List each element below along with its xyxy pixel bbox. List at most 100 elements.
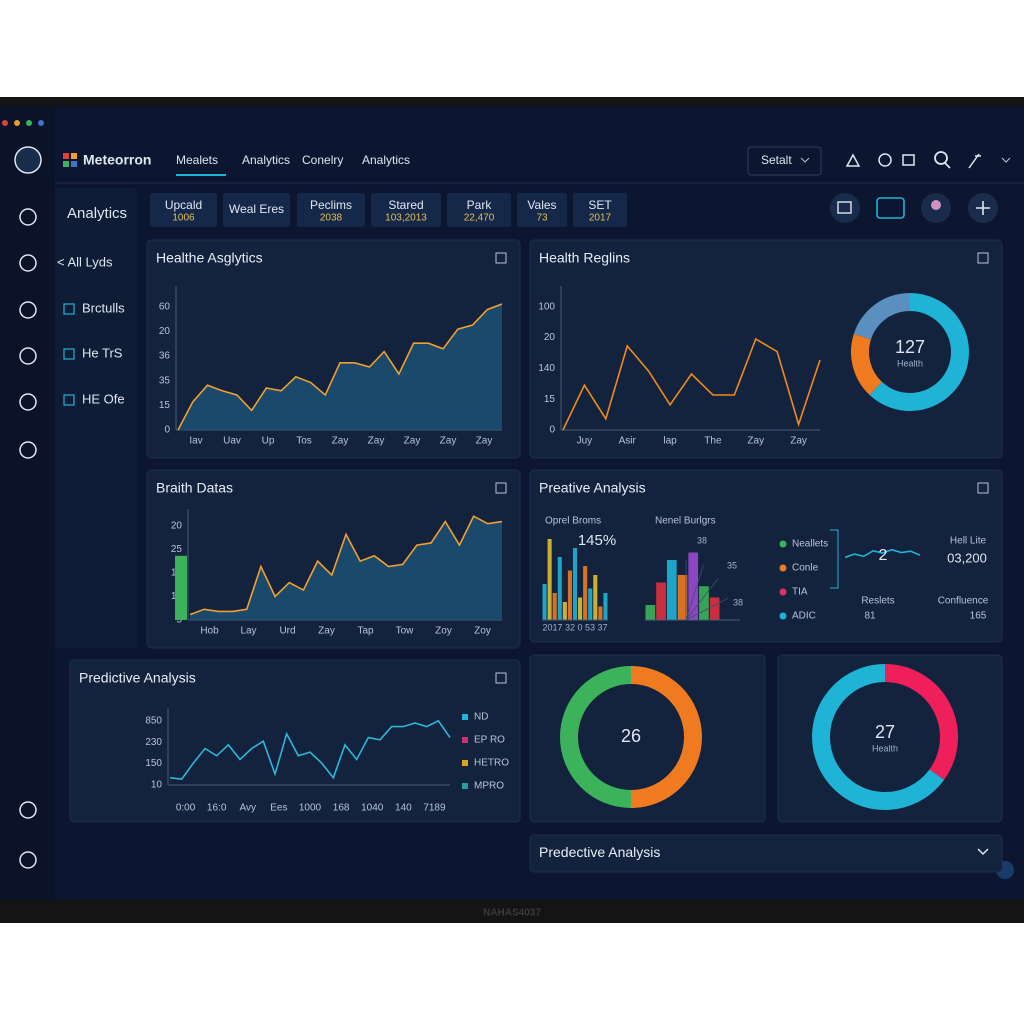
figure-label: Reslets <box>861 596 894 607</box>
x-axis-label: 16:0 <box>207 803 227 814</box>
select-box[interactable] <box>747 146 822 176</box>
x-axis-label: lap <box>663 436 677 447</box>
x-axis-label: The <box>704 436 722 447</box>
rail-icon[interactable] <box>19 441 37 459</box>
nav-tab[interactable]: Analytics <box>242 153 290 167</box>
data-line <box>177 303 503 431</box>
legend-swatch <box>462 760 468 766</box>
y-axis-label: 36 <box>159 351 171 362</box>
x-axis-label: Zoy <box>474 626 491 637</box>
rail-icon[interactable] <box>19 393 37 411</box>
x-axis-label: 1040 <box>361 803 384 814</box>
donut-segment <box>853 293 911 340</box>
x-axis-label: Tow <box>396 626 415 637</box>
stat-chip[interactable] <box>371 193 441 227</box>
icon-tool[interactable] <box>968 153 981 169</box>
icon-calendar[interactable] <box>902 154 915 166</box>
side-item[interactable]: < All Lyds <box>57 254 113 269</box>
x-axis-label: Iav <box>189 436 202 447</box>
stat-label: Peclims <box>310 198 352 212</box>
stat-value: 2017 <box>589 213 612 224</box>
y-axis-label: 20 <box>171 520 183 531</box>
side-item[interactable]: HE Ofe <box>82 391 125 406</box>
logo <box>63 153 69 159</box>
donut-center: 27 <box>875 722 895 742</box>
bar <box>572 548 578 620</box>
side-item[interactable]: Brctulls <box>82 300 125 315</box>
x-axis-label: Avy <box>240 803 257 814</box>
window-dot <box>38 120 44 126</box>
bar <box>542 584 547 620</box>
bar <box>578 597 583 620</box>
y-axis-label: 35 <box>159 375 171 386</box>
bar <box>666 560 677 620</box>
stat-value: 22,470 <box>464 213 495 224</box>
side-icon <box>63 348 75 360</box>
donut-center: 26 <box>621 726 641 746</box>
rail-icon[interactable] <box>19 254 37 272</box>
x-axis-label: Zay <box>747 436 764 447</box>
logo <box>63 161 69 167</box>
panel <box>529 239 1003 459</box>
stat-label: Upcald <box>165 198 202 212</box>
legend-label: EP RO <box>474 735 505 746</box>
rail-icon[interactable] <box>19 801 37 819</box>
rail-icon[interactable] <box>19 208 37 226</box>
radial-guide <box>685 597 729 621</box>
y-axis-label: 60 <box>159 301 171 312</box>
legend-dot <box>779 612 787 620</box>
donut-segment <box>869 293 969 411</box>
stat-chip[interactable] <box>447 193 511 227</box>
panel-icon[interactable] <box>977 482 989 494</box>
bar <box>677 575 688 620</box>
x-axis-label: Uav <box>223 436 241 447</box>
data-line <box>562 337 821 431</box>
panel-icon[interactable] <box>495 482 507 494</box>
stat-chip[interactable] <box>150 193 217 227</box>
bar <box>588 588 593 620</box>
bar <box>567 570 572 620</box>
panel-icon[interactable] <box>495 672 507 684</box>
legend-dot <box>779 588 787 596</box>
panel <box>529 469 1003 643</box>
stat-chip[interactable] <box>223 193 290 227</box>
rail-icon[interactable] <box>19 347 37 365</box>
figure-label: Confluence <box>938 596 989 607</box>
logo <box>71 161 77 167</box>
stat-chip[interactable] <box>297 193 365 227</box>
mini-tick: 38 <box>697 535 707 545</box>
rail-icon[interactable] <box>14 146 42 174</box>
nav-tab[interactable]: Mealets <box>176 153 218 167</box>
icon-alert[interactable] <box>845 153 861 167</box>
action-button[interactable] <box>830 193 860 223</box>
y-axis-label: 140 <box>538 363 555 374</box>
y-axis-label: 25 <box>171 544 183 555</box>
select-label[interactable]: Setalt <box>761 153 792 167</box>
stat-label: Stared <box>388 198 423 212</box>
icon-settings[interactable] <box>878 153 892 167</box>
side-icon <box>63 394 75 406</box>
legend-label: MPRO <box>474 781 504 792</box>
side-item[interactable]: He TrS <box>82 345 123 360</box>
nav-tab[interactable]: Conelry <box>302 153 343 167</box>
panel-icon[interactable] <box>977 252 989 264</box>
stat-label: SET <box>588 198 612 212</box>
nav-tab[interactable]: Analytics <box>362 153 410 167</box>
figure-value: 165 <box>970 611 987 622</box>
rail-icon[interactable] <box>19 301 37 319</box>
data-line <box>189 515 503 616</box>
stat-chip[interactable] <box>573 193 627 227</box>
rail-icon[interactable] <box>19 851 37 869</box>
panel-icon[interactable] <box>495 252 507 264</box>
donut-segment <box>851 333 883 396</box>
y-axis-label: 0 <box>164 425 170 436</box>
icon-search[interactable] <box>934 151 948 165</box>
icon-camera <box>837 201 852 214</box>
area-fill <box>190 516 502 620</box>
x-axis-label: Zay <box>440 436 457 447</box>
icon-columns[interactable] <box>876 197 905 219</box>
stat-chip[interactable] <box>517 193 567 227</box>
x-axis-label: Zay <box>404 436 421 447</box>
chevron[interactable] <box>977 848 989 856</box>
